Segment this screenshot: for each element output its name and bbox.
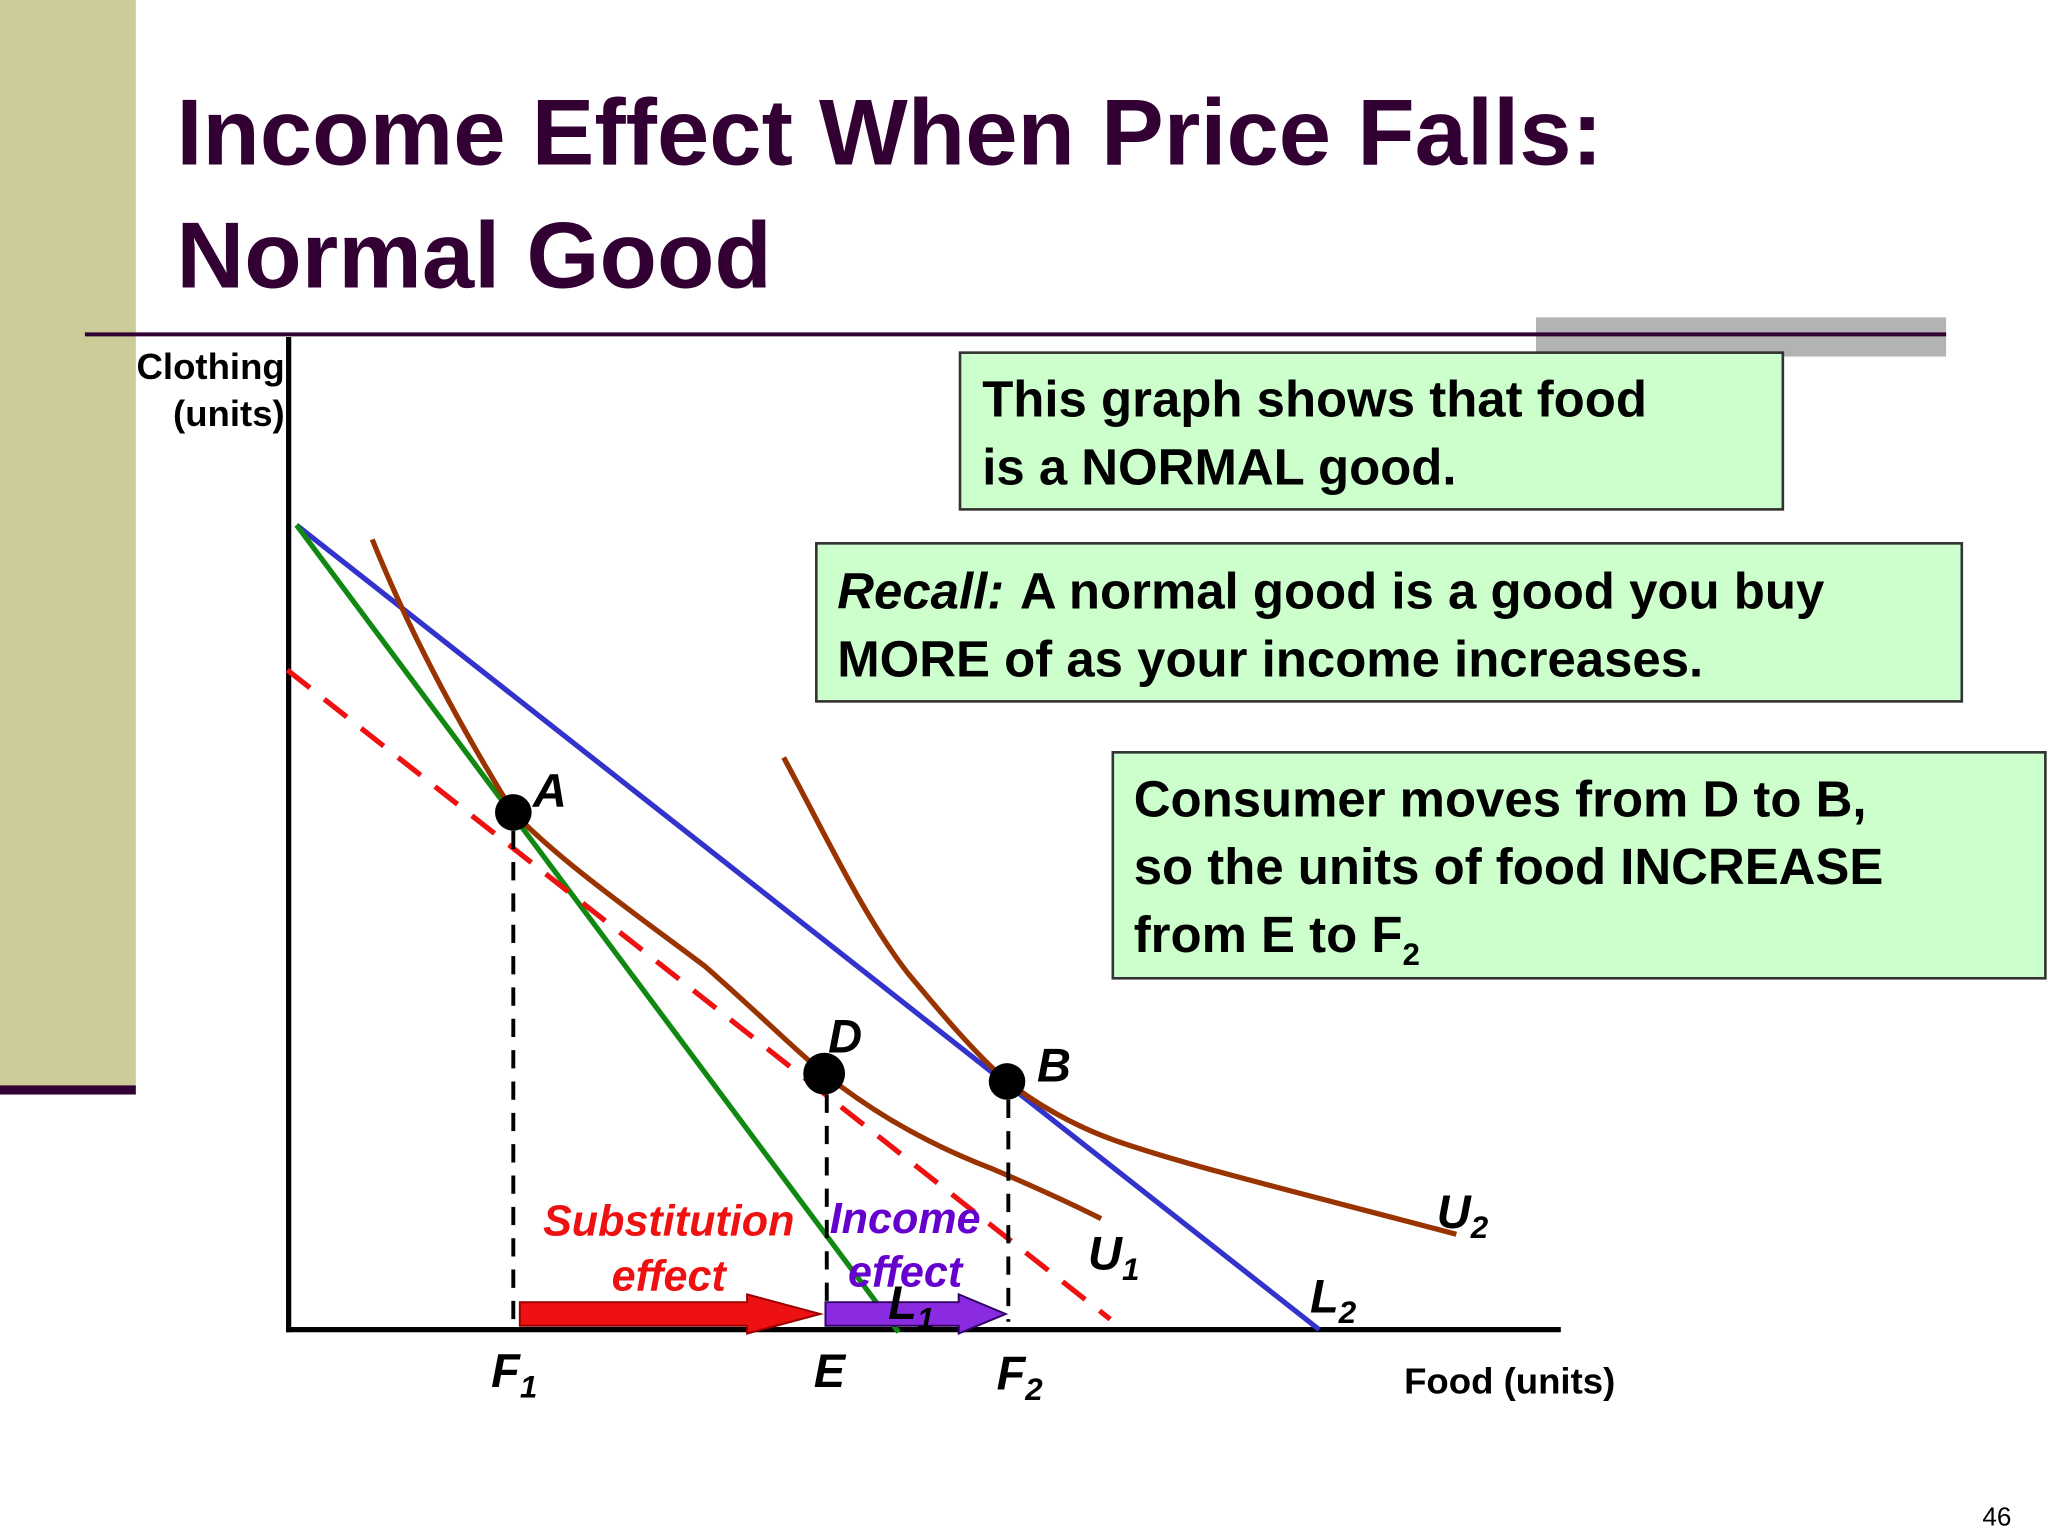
point bbox=[495, 794, 532, 831]
side-bar bbox=[0, 0, 136, 1088]
compensated-budget-line bbox=[285, 667, 1112, 1322]
title-accent bbox=[1536, 317, 1947, 357]
note-line: so the units of food INCREASE bbox=[1134, 838, 1884, 895]
curve-label: L2 bbox=[1310, 1270, 1357, 1330]
side-bar-rule bbox=[0, 1085, 136, 1095]
point-label: D bbox=[828, 1010, 862, 1063]
note-line: Consumer moves from D to B, bbox=[1134, 770, 1867, 827]
note-line: is a NORMAL good. bbox=[982, 439, 1456, 496]
substitution-arrow bbox=[518, 1293, 825, 1335]
income-arrow bbox=[824, 1292, 1009, 1336]
substitution-label: effect bbox=[612, 1252, 728, 1300]
quantity-label: F1 bbox=[491, 1344, 537, 1404]
income-label: effect bbox=[848, 1249, 964, 1297]
point bbox=[988, 1063, 1026, 1100]
y-axis-label: Clothing bbox=[137, 346, 285, 387]
note-line: from E to F2 bbox=[1134, 906, 1420, 972]
point-label: A bbox=[532, 764, 567, 817]
quantity-label: E bbox=[814, 1344, 847, 1397]
note-line: Recall: A normal good is a good you buy bbox=[837, 563, 1825, 620]
curve-label: U2 bbox=[1437, 1185, 1489, 1245]
note-line: MORE of as your income increases. bbox=[837, 631, 1703, 688]
substitution-label: Substitution bbox=[543, 1198, 794, 1246]
curve-label: U1 bbox=[1088, 1227, 1139, 1287]
x-axis-label: Food (units) bbox=[1404, 1361, 1615, 1402]
y-axis-label: (units) bbox=[173, 393, 285, 434]
page-number: 46 bbox=[1982, 1502, 2011, 1532]
point bbox=[803, 1052, 846, 1095]
budget-line-l1 bbox=[294, 523, 901, 1334]
curve-label: L1 bbox=[888, 1276, 934, 1336]
title-line: Income Effect When Price Falls: bbox=[176, 80, 1603, 185]
note-line: This graph shows that food bbox=[982, 371, 1647, 428]
income-label: Income bbox=[830, 1195, 981, 1243]
point-label: B bbox=[1037, 1038, 1071, 1091]
note-box bbox=[1111, 751, 2047, 980]
note-box bbox=[958, 351, 1785, 511]
note-box bbox=[815, 542, 1964, 703]
indifference-curve-u1 bbox=[369, 538, 1103, 1221]
title-line: Normal Good bbox=[176, 202, 772, 307]
quantity-label: F2 bbox=[997, 1347, 1044, 1407]
budget-line-l2 bbox=[294, 523, 1321, 1332]
